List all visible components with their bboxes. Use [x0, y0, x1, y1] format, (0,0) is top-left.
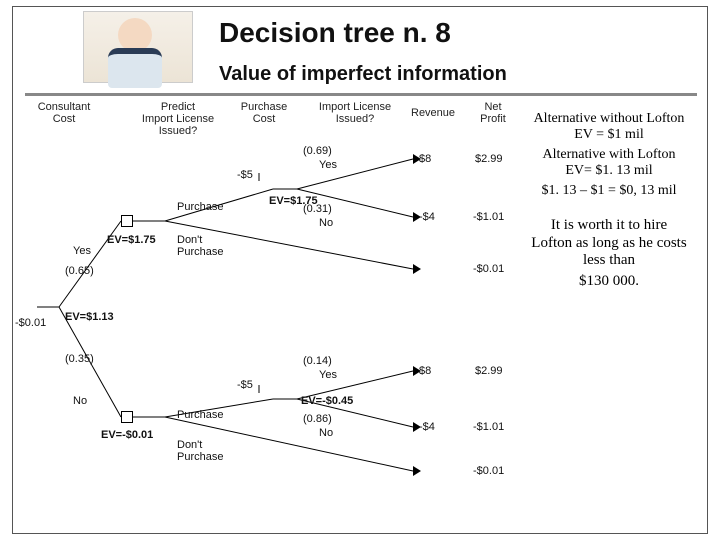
bot-no-net: -$1.01 [473, 421, 504, 433]
top-purchase: Purchase [177, 201, 223, 213]
root-ev: EV=$1.13 [65, 311, 114, 323]
side-l1: Alternative without Lofton EV = $1 mil [529, 111, 689, 143]
bot-dont: Don't Purchase [177, 439, 223, 463]
bot-yes: Yes [319, 369, 337, 381]
top-yes-label: Yes [73, 245, 91, 257]
top-dont-net: -$0.01 [473, 263, 504, 275]
bot-no: No [319, 427, 333, 439]
side-l5: $130 000. [529, 273, 689, 290]
bot-no-rev: -$4 [419, 421, 435, 433]
bot-pcost: -$5 [237, 379, 253, 391]
top-yes-rev: $8 [419, 153, 431, 165]
slide-title: Decision tree n. 8 [219, 17, 451, 49]
bot-node-ev: EV=-$0.45 [301, 395, 353, 407]
decision-node-bottom [121, 411, 133, 423]
top-dont: Don't Purchase [177, 234, 223, 258]
top-no-prob: (0.31) [303, 203, 332, 215]
bot-ev: EV=-$0.01 [101, 429, 153, 441]
bot-yes-prob: (0.14) [303, 355, 332, 367]
slide: Decision tree n. 8 Value of imperfect in… [12, 6, 708, 534]
bot-no-label: No [73, 395, 87, 407]
bot-yes-rev: $8 [419, 365, 431, 377]
top-no: No [319, 217, 333, 229]
root-cost: -$0.01 [15, 317, 46, 329]
bot-purchase: Purchase [177, 409, 223, 421]
side-l3: $1. 13 – $1 = $0, 13 mil [529, 183, 689, 199]
top-yes-net: $2.99 [475, 153, 503, 165]
top-yes-prob: (0.69) [303, 145, 332, 157]
top-ev: EV=$1.75 [107, 234, 156, 246]
decision-node-top [121, 215, 133, 227]
bot-yes-net: $2.99 [475, 365, 503, 377]
tree-canvas: Consultant Cost Predict Import License I… [13, 99, 707, 529]
bot-dont-net: -$0.01 [473, 465, 504, 477]
presenter-image [83, 11, 193, 83]
top-yes: Yes [319, 159, 337, 171]
side-l2: Alternative with Lofton EV= $1. 13 mil [529, 147, 689, 179]
top-no-net: -$1.01 [473, 211, 504, 223]
top-prob: (0.65) [65, 265, 94, 277]
sidebar-text: Alternative without Lofton EV = $1 mil A… [529, 111, 689, 294]
tree-edges [13, 99, 533, 519]
header-rule [25, 93, 697, 96]
bot-prob: (0.35) [65, 353, 94, 365]
side-l4: It is worth it to hire Lofton as long as… [529, 217, 689, 269]
top-pcost: -$5 [237, 169, 253, 181]
top-no-rev: -$4 [419, 211, 435, 223]
bot-no-prob: (0.86) [303, 413, 332, 425]
slide-subtitle: Value of imperfect information [219, 63, 507, 86]
